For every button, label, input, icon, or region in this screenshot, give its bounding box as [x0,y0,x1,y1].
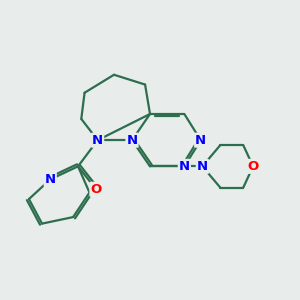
Text: N: N [92,134,103,147]
Text: N: N [197,160,208,173]
Text: N: N [195,134,206,147]
Text: N: N [179,160,190,173]
Text: O: O [248,160,259,173]
Text: N: N [45,173,56,186]
Text: N: N [126,134,138,147]
Text: O: O [90,183,102,196]
